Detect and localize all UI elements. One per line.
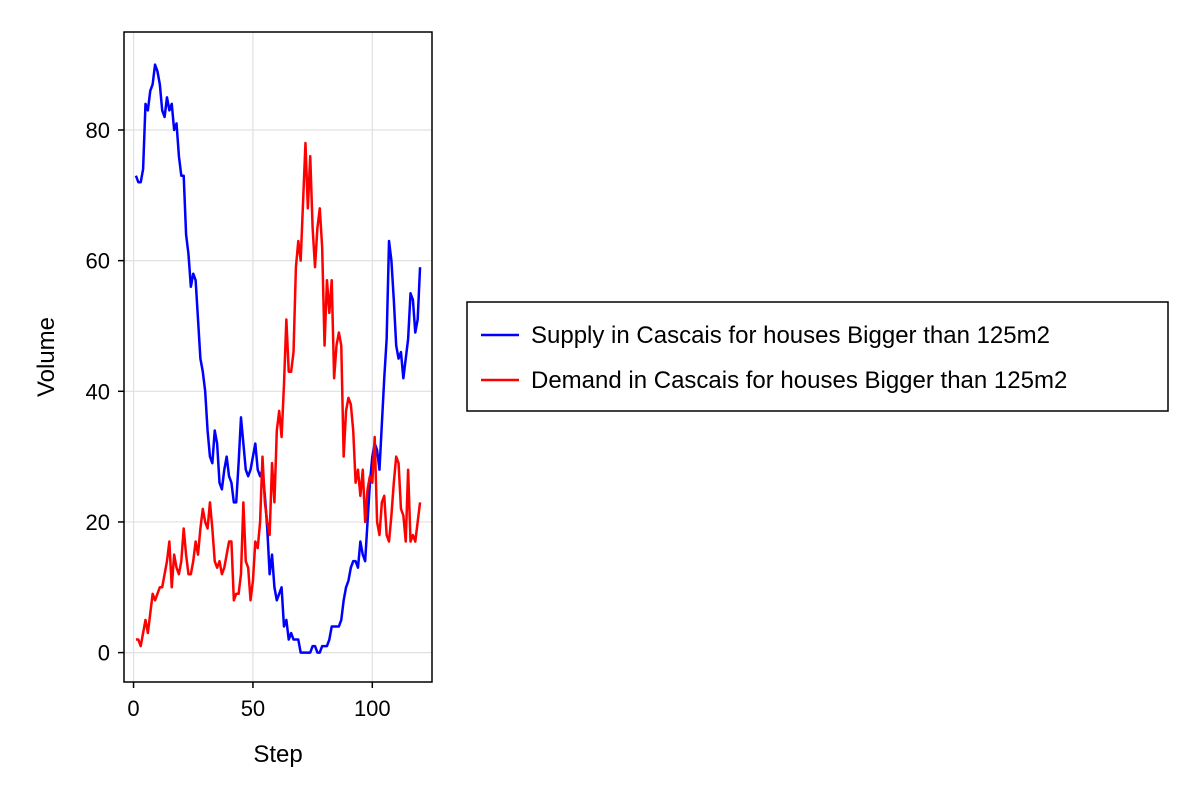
legend: Supply in Cascais for houses Bigger than… xyxy=(466,301,1169,412)
legend-label-demand: Demand in Cascais for houses Bigger than… xyxy=(531,367,1067,394)
plot-series xyxy=(134,63,422,654)
y-tick-label: 60 xyxy=(86,249,110,274)
x-axis-title: Step xyxy=(253,741,302,768)
legend-box xyxy=(466,301,1169,412)
axis-ticks: 0 50 100 0 20 40 60 80 xyxy=(86,118,391,721)
y-tick-label: 80 xyxy=(86,118,110,143)
legend-label-supply: Supply in Cascais for houses Bigger than… xyxy=(531,322,1050,349)
x-tick-label: 0 xyxy=(127,696,139,721)
y-tick-label: 20 xyxy=(86,510,110,535)
plot-frame xyxy=(123,31,433,683)
series-line-demand xyxy=(135,141,422,648)
x-tick-label: 100 xyxy=(354,696,391,721)
y-tick-label: 40 xyxy=(86,379,110,404)
y-axis-title: Volume xyxy=(33,317,60,397)
y-tick-label: 0 xyxy=(98,641,110,666)
x-tick-label: 50 xyxy=(241,696,265,721)
